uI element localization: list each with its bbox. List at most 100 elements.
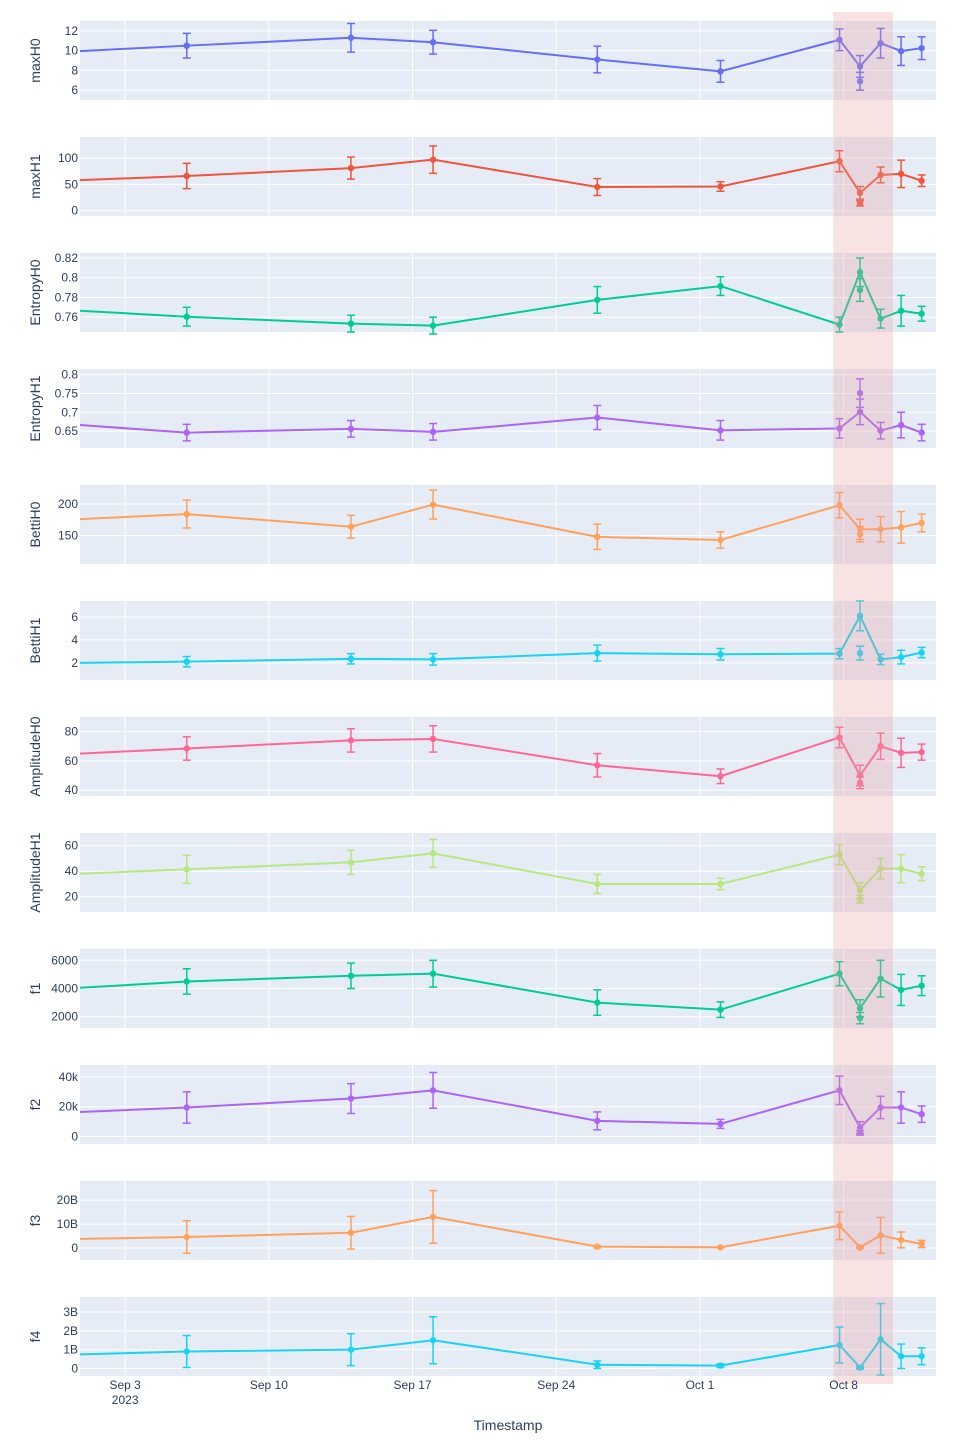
data-point-marker — [183, 429, 190, 436]
data-point-marker — [594, 414, 601, 421]
data-point-marker — [897, 653, 905, 661]
y-axis-title: AmplitudeH0 — [27, 716, 43, 796]
panel-entropyh1: 0.65 0.7 0.75 0.8 EntropyH1 — [27, 368, 936, 448]
panel-background — [80, 833, 936, 912]
data-point-marker — [717, 1362, 724, 1369]
y-axis-title: BettiH1 — [27, 617, 43, 663]
data-point-marker — [897, 524, 905, 531]
data-point-marker — [877, 526, 884, 533]
data-point-marker — [429, 322, 437, 329]
data-point-marker — [183, 745, 190, 752]
data-point-marker — [856, 63, 864, 70]
data-point-marker — [429, 656, 437, 663]
panel-background — [80, 369, 936, 448]
y-tick-label: 12 — [65, 24, 79, 38]
y-tick-label: 2 — [71, 656, 78, 670]
panel-background — [80, 717, 936, 796]
data-point-marker — [347, 655, 355, 663]
data-point-marker — [877, 656, 884, 663]
data-point-marker — [856, 887, 864, 894]
panel-f4: 0 1B 2B 3B f4 — [27, 1297, 936, 1376]
extra-point-marker — [856, 1014, 864, 1022]
y-axis-title: EntropyH1 — [27, 375, 43, 441]
data-point-marker — [836, 158, 843, 165]
extra-point-marker — [856, 1129, 864, 1137]
data-point-marker — [183, 1348, 190, 1355]
panel-bettih1: 2 4 6 BettiH1 — [27, 600, 936, 680]
data-point-marker — [347, 1095, 355, 1102]
y-tick-label: 6 — [71, 83, 78, 97]
data-point-marker — [717, 1244, 724, 1251]
panel-background — [80, 21, 936, 100]
data-point-marker — [877, 1104, 884, 1111]
extra-point-marker — [856, 896, 864, 903]
data-point-marker — [836, 970, 843, 977]
data-point-marker — [897, 307, 905, 314]
panel-background — [80, 1181, 936, 1260]
data-point-marker — [347, 972, 355, 980]
highlight-region — [833, 12, 893, 1384]
data-point-marker — [717, 773, 724, 780]
x-axis: Sep 3 Sep 10 Sep 17 Sep 24 Oct 1 Oct 8 2023 — [109, 1378, 858, 1407]
data-point-marker — [836, 36, 843, 43]
data-point-marker — [717, 1120, 724, 1128]
data-point-marker — [877, 975, 884, 982]
data-point-marker — [594, 1361, 601, 1368]
extra-point-marker — [856, 78, 864, 85]
panels-layer: 681012maxH0050100maxH10.760.780.80.82Ent… — [27, 21, 936, 1376]
data-point-marker — [897, 1104, 905, 1111]
data-point-marker — [594, 533, 601, 541]
data-point-marker — [347, 859, 355, 866]
data-point-marker — [836, 1341, 843, 1349]
data-point-marker — [918, 429, 925, 436]
x-tick-label: Sep 24 — [537, 1378, 575, 1392]
panel-bettih0: 150 200 BettiH0 — [27, 485, 936, 564]
y-tick-label: 0 — [71, 1241, 78, 1255]
data-point-marker — [897, 47, 905, 55]
data-point-marker — [836, 650, 843, 657]
data-point-marker — [877, 743, 884, 750]
y-tick-label: 100 — [58, 151, 78, 165]
data-point-marker — [429, 156, 437, 163]
data-point-marker — [836, 851, 843, 858]
panel-f3: 0 10B 20B f3 — [27, 1181, 936, 1260]
data-point-marker — [856, 189, 864, 197]
panel-entropyh0: 0.76 0.78 0.8 0.82 EntropyH0 — [27, 251, 936, 335]
y-tick-label: 0 — [71, 204, 78, 218]
data-point-marker — [836, 425, 843, 432]
y-axis-title: EntropyH0 — [27, 259, 43, 325]
data-point-marker — [856, 1124, 864, 1131]
data-point-marker — [836, 1222, 843, 1229]
y-tick-label: 0.65 — [55, 424, 79, 438]
y-tick-label: 40k — [59, 1070, 79, 1084]
extra-point-marker — [856, 286, 864, 294]
data-point-marker — [594, 999, 601, 1006]
y-tick-label: 0.8 — [61, 368, 78, 382]
data-point-marker — [918, 177, 925, 184]
data-point-marker — [594, 880, 601, 888]
data-point-marker — [836, 734, 843, 741]
extra-point-marker — [856, 1244, 864, 1251]
y-axis-title: maxH1 — [27, 154, 43, 199]
data-point-marker — [347, 425, 355, 433]
panel-f1: 2000 4000 6000 f1 — [27, 949, 936, 1028]
data-point-marker — [347, 737, 355, 744]
data-point-marker — [897, 749, 905, 757]
data-point-marker — [856, 612, 864, 620]
y-axis-title: AmplitudeH1 — [27, 832, 43, 912]
data-point-marker — [918, 310, 925, 317]
x-tick-label: Oct 8 — [829, 1378, 858, 1392]
y-tick-label: 150 — [58, 529, 78, 543]
data-point-marker — [918, 519, 925, 527]
y-tick-label: 60 — [65, 839, 79, 853]
y-axis-title: f3 — [27, 1214, 43, 1226]
data-point-marker — [918, 1353, 925, 1360]
x-tick-label: Sep 3 — [109, 1378, 141, 1392]
data-point-marker — [347, 34, 355, 41]
data-point-marker — [429, 970, 437, 977]
data-point-marker — [717, 183, 724, 190]
data-point-marker — [836, 502, 843, 509]
data-point-marker — [183, 866, 190, 873]
data-point-marker — [594, 1117, 601, 1125]
